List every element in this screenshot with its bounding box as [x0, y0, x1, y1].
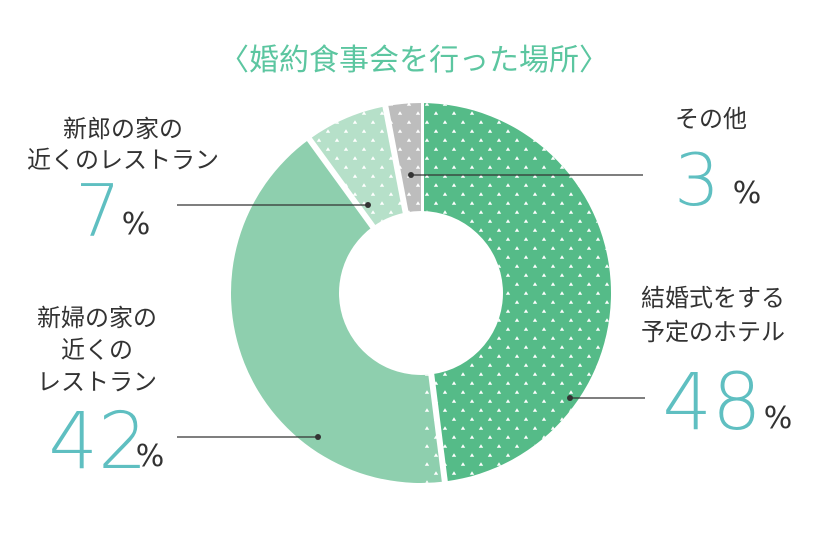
category-label: その他 [675, 105, 747, 133]
leader-dot [567, 395, 573, 401]
chart-title: 〈婚約食事会を行った場所〉 [219, 43, 609, 78]
donut-slices [230, 101, 612, 484]
slice-label-4: その他 3% [674, 105, 761, 222]
leader-dot [365, 202, 371, 208]
slice-separator [305, 135, 377, 231]
leader-dot [315, 434, 321, 440]
percent-sign: % [122, 207, 151, 242]
category-label: レストラン [37, 368, 157, 396]
category-label: 新婦の家の [37, 304, 157, 332]
slice-dot-pattern [309, 106, 406, 227]
category-label: 近くの [61, 336, 133, 364]
leader-dot [408, 172, 414, 178]
slice-separator [428, 371, 449, 484]
slice-dot-pattern [385, 103, 421, 213]
percent-value: 48 [662, 358, 761, 448]
percent-value: 3 [674, 138, 720, 222]
percent-value: 7 [75, 169, 121, 253]
slice-fill [230, 139, 445, 483]
category-label: 予定のホテル [641, 318, 785, 346]
category-label: 結婚式をする [641, 284, 785, 312]
percent-sign: % [733, 176, 762, 211]
slice-dot-pattern [421, 103, 612, 482]
slice-3 [305, 106, 406, 231]
leader-lines [177, 172, 645, 440]
category-label: 新郎の家の [63, 115, 183, 143]
slice-4 [382, 103, 421, 215]
category-label: 近くのレストラン [27, 146, 219, 174]
percent-value: 42 [48, 397, 147, 487]
slice-separator [382, 103, 409, 215]
percent-sign: % [136, 439, 165, 474]
slice-2 [230, 139, 449, 484]
percent-sign: % [764, 401, 793, 436]
slice-1 [418, 101, 612, 482]
